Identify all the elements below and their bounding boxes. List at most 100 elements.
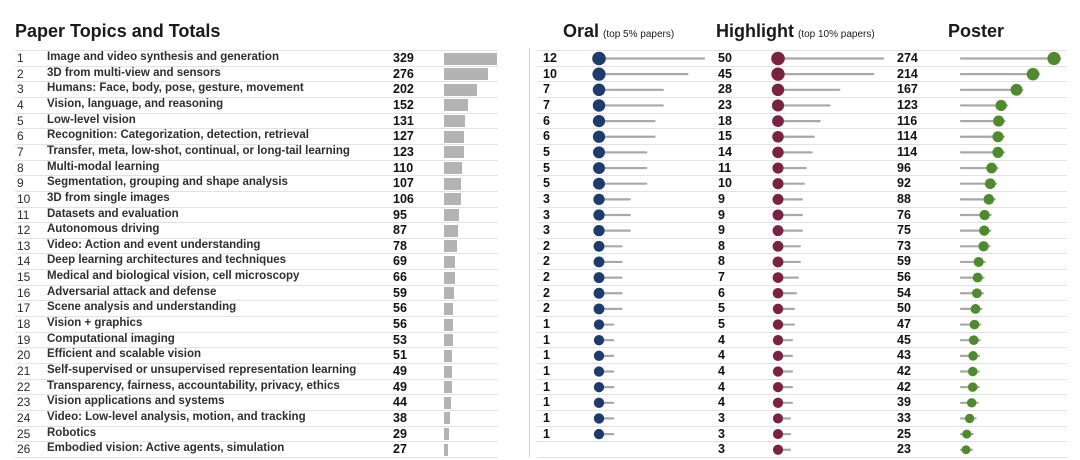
row-separator (537, 159, 1067, 161)
poster-count: 75 (897, 223, 911, 238)
highlight-dot (772, 444, 784, 455)
highlight-count: 9 (718, 191, 725, 206)
row-rank: 13 (17, 238, 31, 253)
row-topic: Humans: Face, body, pose, gesture, movem… (47, 82, 304, 95)
oral-count: 3 (543, 207, 550, 222)
total-bar (444, 193, 462, 206)
row-separator (15, 143, 498, 145)
row-separator (15, 190, 498, 192)
poster-count: 39 (897, 395, 911, 410)
row-separator (15, 112, 498, 114)
row-total: 49 (393, 364, 407, 378)
total-bar (444, 443, 449, 456)
highlight-dot (771, 51, 785, 66)
row-rank: 24 (17, 410, 31, 425)
oral-count: 1 (543, 426, 550, 441)
highlight-dot (772, 162, 784, 174)
oral-dot (592, 67, 606, 81)
poster-count: 59 (897, 254, 911, 269)
total-bar (444, 68, 489, 81)
row-topic: Autonomous driving (47, 223, 160, 236)
row-separator (537, 394, 1067, 396)
highlight-count: 3 (718, 410, 725, 425)
row-total: 38 (393, 410, 407, 425)
total-bar (444, 381, 452, 394)
poster-count: 92 (897, 176, 911, 191)
row-separator (537, 269, 1067, 271)
row-rank: 21 (17, 364, 31, 378)
row-total: 95 (393, 207, 407, 222)
poster-dot (986, 162, 998, 174)
oral-dot (592, 130, 606, 143)
row-topic: Efficient and scalable vision (47, 348, 202, 361)
row-separator (537, 347, 1067, 349)
poster-dot (970, 304, 981, 314)
oral-count: 3 (543, 191, 550, 206)
oral-dot (593, 428, 605, 440)
row-rank: 4 (17, 97, 24, 112)
poster-dot (992, 131, 1004, 143)
highlight-dot (772, 272, 784, 283)
poster-dot (966, 398, 977, 408)
highlight-dot (772, 225, 784, 237)
oral-dot (592, 114, 606, 128)
oral-count: 1 (543, 395, 550, 410)
row-separator (537, 128, 1067, 130)
row-rank: 6 (17, 129, 24, 144)
row-separator (537, 206, 1067, 208)
poster-count: 167 (897, 82, 918, 97)
highlight-dot (771, 99, 785, 112)
row-separator (537, 81, 1067, 83)
poster-count: 123 (897, 97, 918, 112)
highlight-count: 23 (718, 97, 732, 112)
row-total: 27 (393, 442, 407, 457)
highlight-dot (772, 287, 784, 299)
row-total: 78 (393, 238, 407, 253)
row-total: 66 (393, 270, 407, 285)
row-separator (15, 222, 498, 224)
oral-header-label: Oral (563, 21, 600, 41)
row-rank: 2 (17, 66, 24, 81)
row-separator (15, 65, 498, 67)
poster-dot (983, 194, 995, 205)
highlight-count: 18 (718, 113, 732, 128)
oral-header: Oral (top 5% papers) (563, 21, 674, 42)
row-total: 29 (393, 426, 407, 441)
poster-dot (979, 225, 990, 236)
oral-dot (593, 381, 605, 393)
poster-dot (992, 146, 1004, 158)
row-total: 56 (393, 301, 407, 316)
row-topic: 3D from single images (47, 191, 170, 204)
column-divider (529, 48, 530, 457)
poster-dot (972, 272, 983, 283)
row-separator (15, 331, 498, 333)
highlight-dot (772, 397, 784, 408)
row-rank: 22 (17, 379, 31, 394)
row-total: 69 (393, 254, 407, 269)
total-bar (444, 271, 455, 284)
total-bar (444, 162, 462, 175)
poster-count: 50 (897, 301, 911, 316)
oral-count: 6 (543, 113, 550, 128)
total-bar (444, 240, 457, 253)
row-rank: 1 (17, 51, 24, 65)
total-bar (444, 52, 497, 65)
oral-count: 7 (543, 82, 550, 97)
highlight-dot (772, 381, 784, 393)
row-separator (537, 175, 1067, 177)
poster-count: 73 (897, 238, 911, 253)
poster-header: Poster (948, 21, 1004, 42)
poster-count: 88 (897, 191, 911, 206)
poster-dot (993, 115, 1005, 127)
highlight-count: 8 (718, 254, 725, 269)
row-topic: Video: Low-level analysis, motion, and t… (47, 410, 306, 423)
poster-count: 45 (897, 332, 911, 347)
row-rank: 12 (17, 223, 31, 238)
highlight-dot (772, 178, 784, 190)
oral-count: 2 (543, 238, 550, 253)
total-bar (444, 255, 456, 268)
row-rank: 17 (17, 301, 31, 316)
row-total: 127 (393, 129, 414, 144)
row-rank: 7 (17, 144, 24, 159)
